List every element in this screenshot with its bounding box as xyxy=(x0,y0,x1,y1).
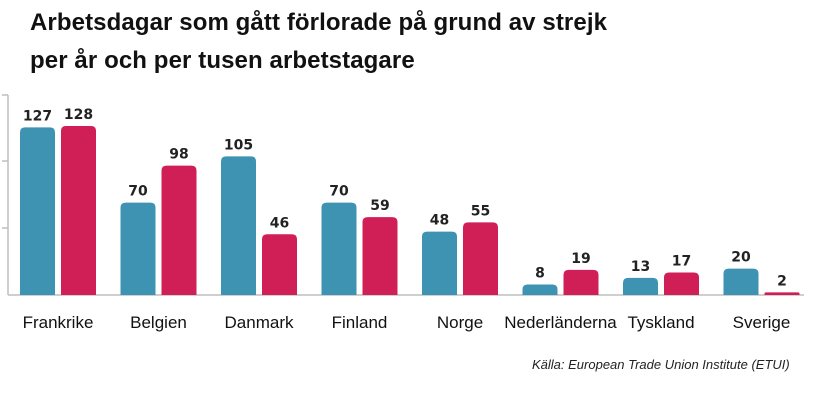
bar-value-label: 2 xyxy=(777,273,787,289)
category-label-finland: Finland xyxy=(332,313,388,332)
bar-frankrike-series2 xyxy=(61,126,96,295)
chart-title: Arbetsdagar som gått förlorade på grund … xyxy=(30,4,607,80)
bar-value-label: 105 xyxy=(224,137,253,153)
category-label-norge: Norge xyxy=(437,313,483,332)
category-label-danmark: Danmark xyxy=(225,313,294,332)
category-label-tyskland: Tyskland xyxy=(627,313,694,332)
bar-finland-series2 xyxy=(362,217,398,295)
bar-value-label: 55 xyxy=(471,203,490,219)
category-label-belgien: Belgien xyxy=(130,313,187,332)
bar-value-label: 19 xyxy=(571,251,590,267)
bar-value-label: 17 xyxy=(672,254,691,270)
bar-tyskland-series2 xyxy=(664,272,699,295)
bar-value-label: 98 xyxy=(169,147,188,163)
source-note: Källa: European Trade Union Institute (E… xyxy=(532,357,790,372)
category-label-nederländerna: Nederländerna xyxy=(504,313,617,332)
bar-norge-series2 xyxy=(463,222,498,295)
bar-nederländerna-series1 xyxy=(522,284,558,295)
bar-finland-series1 xyxy=(321,202,357,295)
chart-title-line1: Arbetsdagar som gått förlorade på grund … xyxy=(30,9,608,36)
bar-norge-series1 xyxy=(422,231,457,295)
bar-value-label: 13 xyxy=(631,259,650,275)
bar-danmark-series1 xyxy=(221,156,256,295)
bar-value-label: 70 xyxy=(128,184,148,200)
bar-tyskland-series1 xyxy=(623,277,658,295)
category-label-sverige: Sverige xyxy=(733,313,791,332)
bar-value-label: 46 xyxy=(270,215,289,231)
bar-sverige-series1 xyxy=(723,268,759,295)
bar-value-label: 70 xyxy=(329,184,349,200)
category-label-frankrike: Frankrike xyxy=(23,313,94,332)
bar-belgien-series2 xyxy=(161,165,197,295)
bar-nederländerna-series2 xyxy=(563,269,599,295)
bar-frankrike-series1 xyxy=(20,127,55,295)
bar-value-label: 48 xyxy=(430,213,449,229)
bar-value-label: 59 xyxy=(370,198,389,214)
bar-sverige-series2 xyxy=(764,292,800,295)
bar-value-label: 20 xyxy=(731,250,751,266)
bar-value-label: 128 xyxy=(64,107,93,123)
bar-value-label: 8 xyxy=(535,265,545,281)
chart-title-line2: per år och per tusen arbetstagare xyxy=(30,47,415,74)
bar-value-label: 127 xyxy=(23,108,52,124)
bar-belgien-series1 xyxy=(120,202,156,295)
bar-danmark-series2 xyxy=(262,234,297,295)
